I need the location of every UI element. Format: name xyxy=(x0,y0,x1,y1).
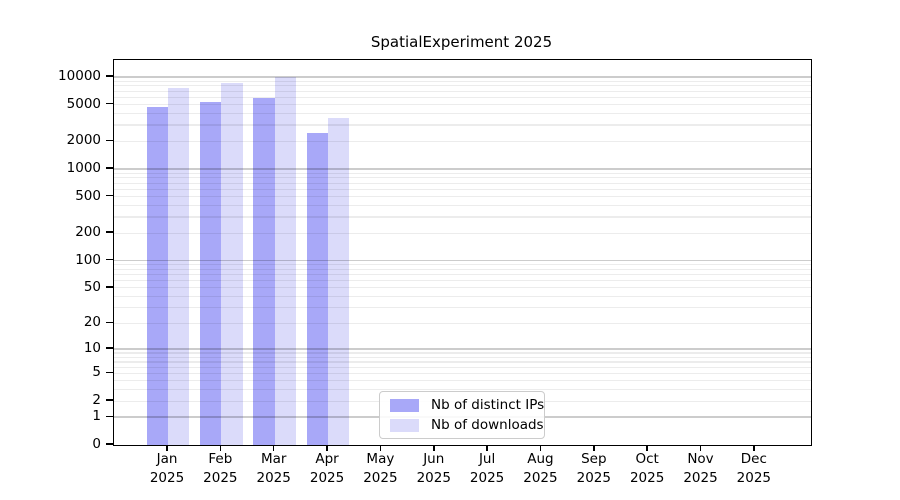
x-label-year: 2025 xyxy=(149,469,185,486)
x-label-month: May xyxy=(366,451,395,467)
legend: Nb of distinct IPs Nb of downloads xyxy=(379,391,545,439)
x-tick-10 xyxy=(699,445,702,451)
x-tick-label-11: Dec 2025 xyxy=(724,450,784,487)
x-tick-label-0: Jan 2025 xyxy=(137,450,197,487)
y-tick-2000 xyxy=(106,139,113,142)
gridline-9000 xyxy=(114,80,811,82)
x-label-year: 2025 xyxy=(683,469,718,486)
y-tick-label-200: 200 xyxy=(75,224,101,241)
y-tick-label-1000: 1000 xyxy=(66,159,101,176)
x-label-year: 2025 xyxy=(523,469,558,486)
x-label-year: 2025 xyxy=(203,469,238,486)
x-tick-label-1: Feb 2025 xyxy=(190,450,250,487)
y-tick-label-500: 500 xyxy=(75,187,101,204)
bar-distinct-ips-mar xyxy=(253,98,275,445)
x-tick-label-8: Sep 2025 xyxy=(564,450,624,487)
x-tick-label-2: Mar 2025 xyxy=(244,450,304,487)
x-label-year: 2025 xyxy=(416,469,451,486)
legend-label-distinct-ips: Nb of distinct IPs xyxy=(431,397,545,413)
y-tick-label-10: 10 xyxy=(83,340,101,357)
x-tick-label-9: Oct 2025 xyxy=(617,450,677,487)
y-tick-10000 xyxy=(106,75,113,77)
x-label-month: Sep xyxy=(581,451,607,467)
x-tick-11 xyxy=(753,445,755,451)
gridline-6000 xyxy=(114,96,811,98)
y-tick-50 xyxy=(106,286,113,288)
x-label-year: 2025 xyxy=(469,469,505,486)
legend-item-downloads: Nb of downloads xyxy=(390,418,544,432)
x-label-year: 2025 xyxy=(629,469,665,486)
x-label-month: Aug xyxy=(527,451,554,467)
x-tick-label-10: Nov 2025 xyxy=(671,450,731,487)
x-tick-6 xyxy=(486,445,488,451)
x-label-month: Mar xyxy=(260,451,287,467)
y-tick-200 xyxy=(106,231,113,233)
x-tick-3 xyxy=(326,445,328,451)
x-label-year: 2025 xyxy=(363,469,398,486)
x-tick-5 xyxy=(433,445,435,451)
y-tick-500 xyxy=(106,194,113,197)
y-tick-label-50: 50 xyxy=(83,278,101,295)
x-label-year: 2025 xyxy=(309,469,345,486)
y-tick-2 xyxy=(106,399,113,401)
x-tick-0 xyxy=(166,445,168,451)
x-tick-7 xyxy=(539,445,542,451)
bar-downloads-apr xyxy=(328,117,350,445)
legend-swatch-downloads xyxy=(390,418,419,432)
gridline-10000 xyxy=(114,76,811,78)
x-tick-label-6: Jul 2025 xyxy=(457,450,517,487)
x-label-month: Jan xyxy=(156,451,178,467)
y-tick-label-20: 20 xyxy=(83,314,101,331)
bar-distinct-ips-apr xyxy=(306,132,329,445)
plot-area: Nb of distinct IPs Nb of downloads xyxy=(113,59,812,446)
x-label-month: Jun xyxy=(423,451,445,467)
x-label-month: Feb xyxy=(208,451,233,467)
x-label-month: Jul xyxy=(478,451,496,467)
y-tick-100 xyxy=(106,258,113,261)
bar-distinct-ips-jan xyxy=(146,107,168,445)
y-tick-1 xyxy=(106,415,113,418)
x-label-month: Nov xyxy=(687,451,714,467)
bar-downloads-jan xyxy=(168,87,190,445)
x-tick-9 xyxy=(646,445,648,451)
y-tick-label-100: 100 xyxy=(75,251,101,268)
x-tick-label-3: Apr 2025 xyxy=(297,450,357,487)
y-tick-label-5000: 5000 xyxy=(66,95,101,112)
chart-title: SpatialExperiment 2025 xyxy=(370,33,553,51)
x-label-month: Oct xyxy=(635,451,659,467)
legend-label-downloads: Nb of downloads xyxy=(431,417,544,433)
gridline-8000 xyxy=(114,85,811,87)
y-tick-label-1: 1 xyxy=(92,408,101,425)
y-tick-label-2: 2 xyxy=(92,392,101,409)
x-tick-label-5: Jun 2025 xyxy=(404,450,464,487)
gridline-7000 xyxy=(114,90,811,92)
x-tick-label-7: Aug 2025 xyxy=(510,450,570,487)
x-label-month: Dec xyxy=(740,451,767,467)
y-tick-1000 xyxy=(106,167,113,169)
bar-distinct-ips-feb xyxy=(199,102,222,445)
y-tick-label-2000: 2000 xyxy=(66,132,101,149)
x-tick-1 xyxy=(219,445,222,451)
x-label-year: 2025 xyxy=(576,469,611,486)
y-tick-5 xyxy=(106,371,113,374)
legend-item-distinct-ips: Nb of distinct IPs xyxy=(390,398,544,412)
bar-downloads-mar xyxy=(274,77,297,445)
y-tick-label-0: 0 xyxy=(92,436,101,452)
x-tick-label-4: May 2025 xyxy=(350,450,410,487)
y-tick-label-10000: 10000 xyxy=(58,67,101,84)
bar-downloads-feb xyxy=(221,82,243,445)
x-label-year: 2025 xyxy=(736,469,772,486)
y-tick-20 xyxy=(106,321,113,324)
x-label-month: Apr xyxy=(315,451,339,467)
legend-swatch-distinct-ips xyxy=(390,398,419,412)
y-tick-10 xyxy=(106,347,113,349)
y-tick-0 xyxy=(106,443,113,445)
x-tick-8 xyxy=(593,445,595,451)
y-tick-label-5: 5 xyxy=(92,364,101,381)
x-tick-4 xyxy=(379,445,382,451)
x-tick-2 xyxy=(272,445,275,451)
x-label-year: 2025 xyxy=(256,469,291,486)
y-tick-5000 xyxy=(106,102,113,105)
